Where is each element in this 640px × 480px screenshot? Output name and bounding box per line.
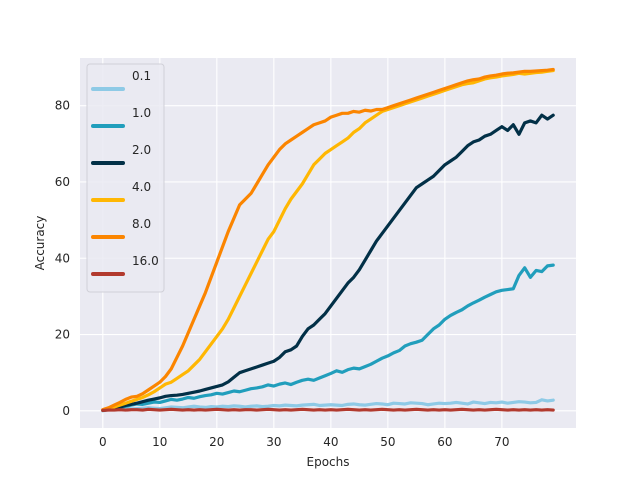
- y-tick-label: 60: [55, 175, 70, 189]
- y-tick-label: 20: [55, 328, 70, 342]
- legend-label: 4.0: [132, 180, 151, 194]
- y-tick-label: 80: [55, 99, 70, 113]
- legend-label: 8.0: [132, 217, 151, 231]
- x-tick-label: 10: [152, 435, 167, 449]
- x-axis-label: Epochs: [307, 455, 350, 469]
- legend: 0.1 1.0 2.0 4.0 8.0 16.0: [86, 63, 165, 293]
- legend-label: 16.0: [132, 254, 159, 268]
- series-line-4.0: [101, 68, 555, 412]
- x-tick-label: 50: [380, 435, 395, 449]
- legend-label: 1.0: [132, 106, 151, 120]
- axis-ticks: 0 10 20 30 40 50 60 70 0 20 40 60 80: [55, 99, 510, 449]
- y-tick-label: 40: [55, 251, 70, 265]
- y-axis-label: Accuracy: [33, 216, 47, 271]
- x-tick-label: 30: [266, 435, 281, 449]
- x-tick-label: 0: [99, 435, 107, 449]
- legend-label: 2.0: [132, 143, 151, 157]
- series-line-1.0: [101, 263, 555, 412]
- x-tick-label: 40: [323, 435, 338, 449]
- series-line-8.0: [101, 67, 555, 412]
- x-tick-label: 20: [209, 435, 224, 449]
- series-line-2.0: [101, 113, 555, 413]
- series-lines: [101, 67, 555, 413]
- x-tick-label: 70: [494, 435, 509, 449]
- y-tick-label: 0: [62, 404, 70, 418]
- series-line-0.1: [101, 398, 555, 413]
- x-tick-label: 60: [437, 435, 452, 449]
- legend-label: 0.1: [132, 69, 151, 83]
- series-line-16.0: [101, 407, 555, 413]
